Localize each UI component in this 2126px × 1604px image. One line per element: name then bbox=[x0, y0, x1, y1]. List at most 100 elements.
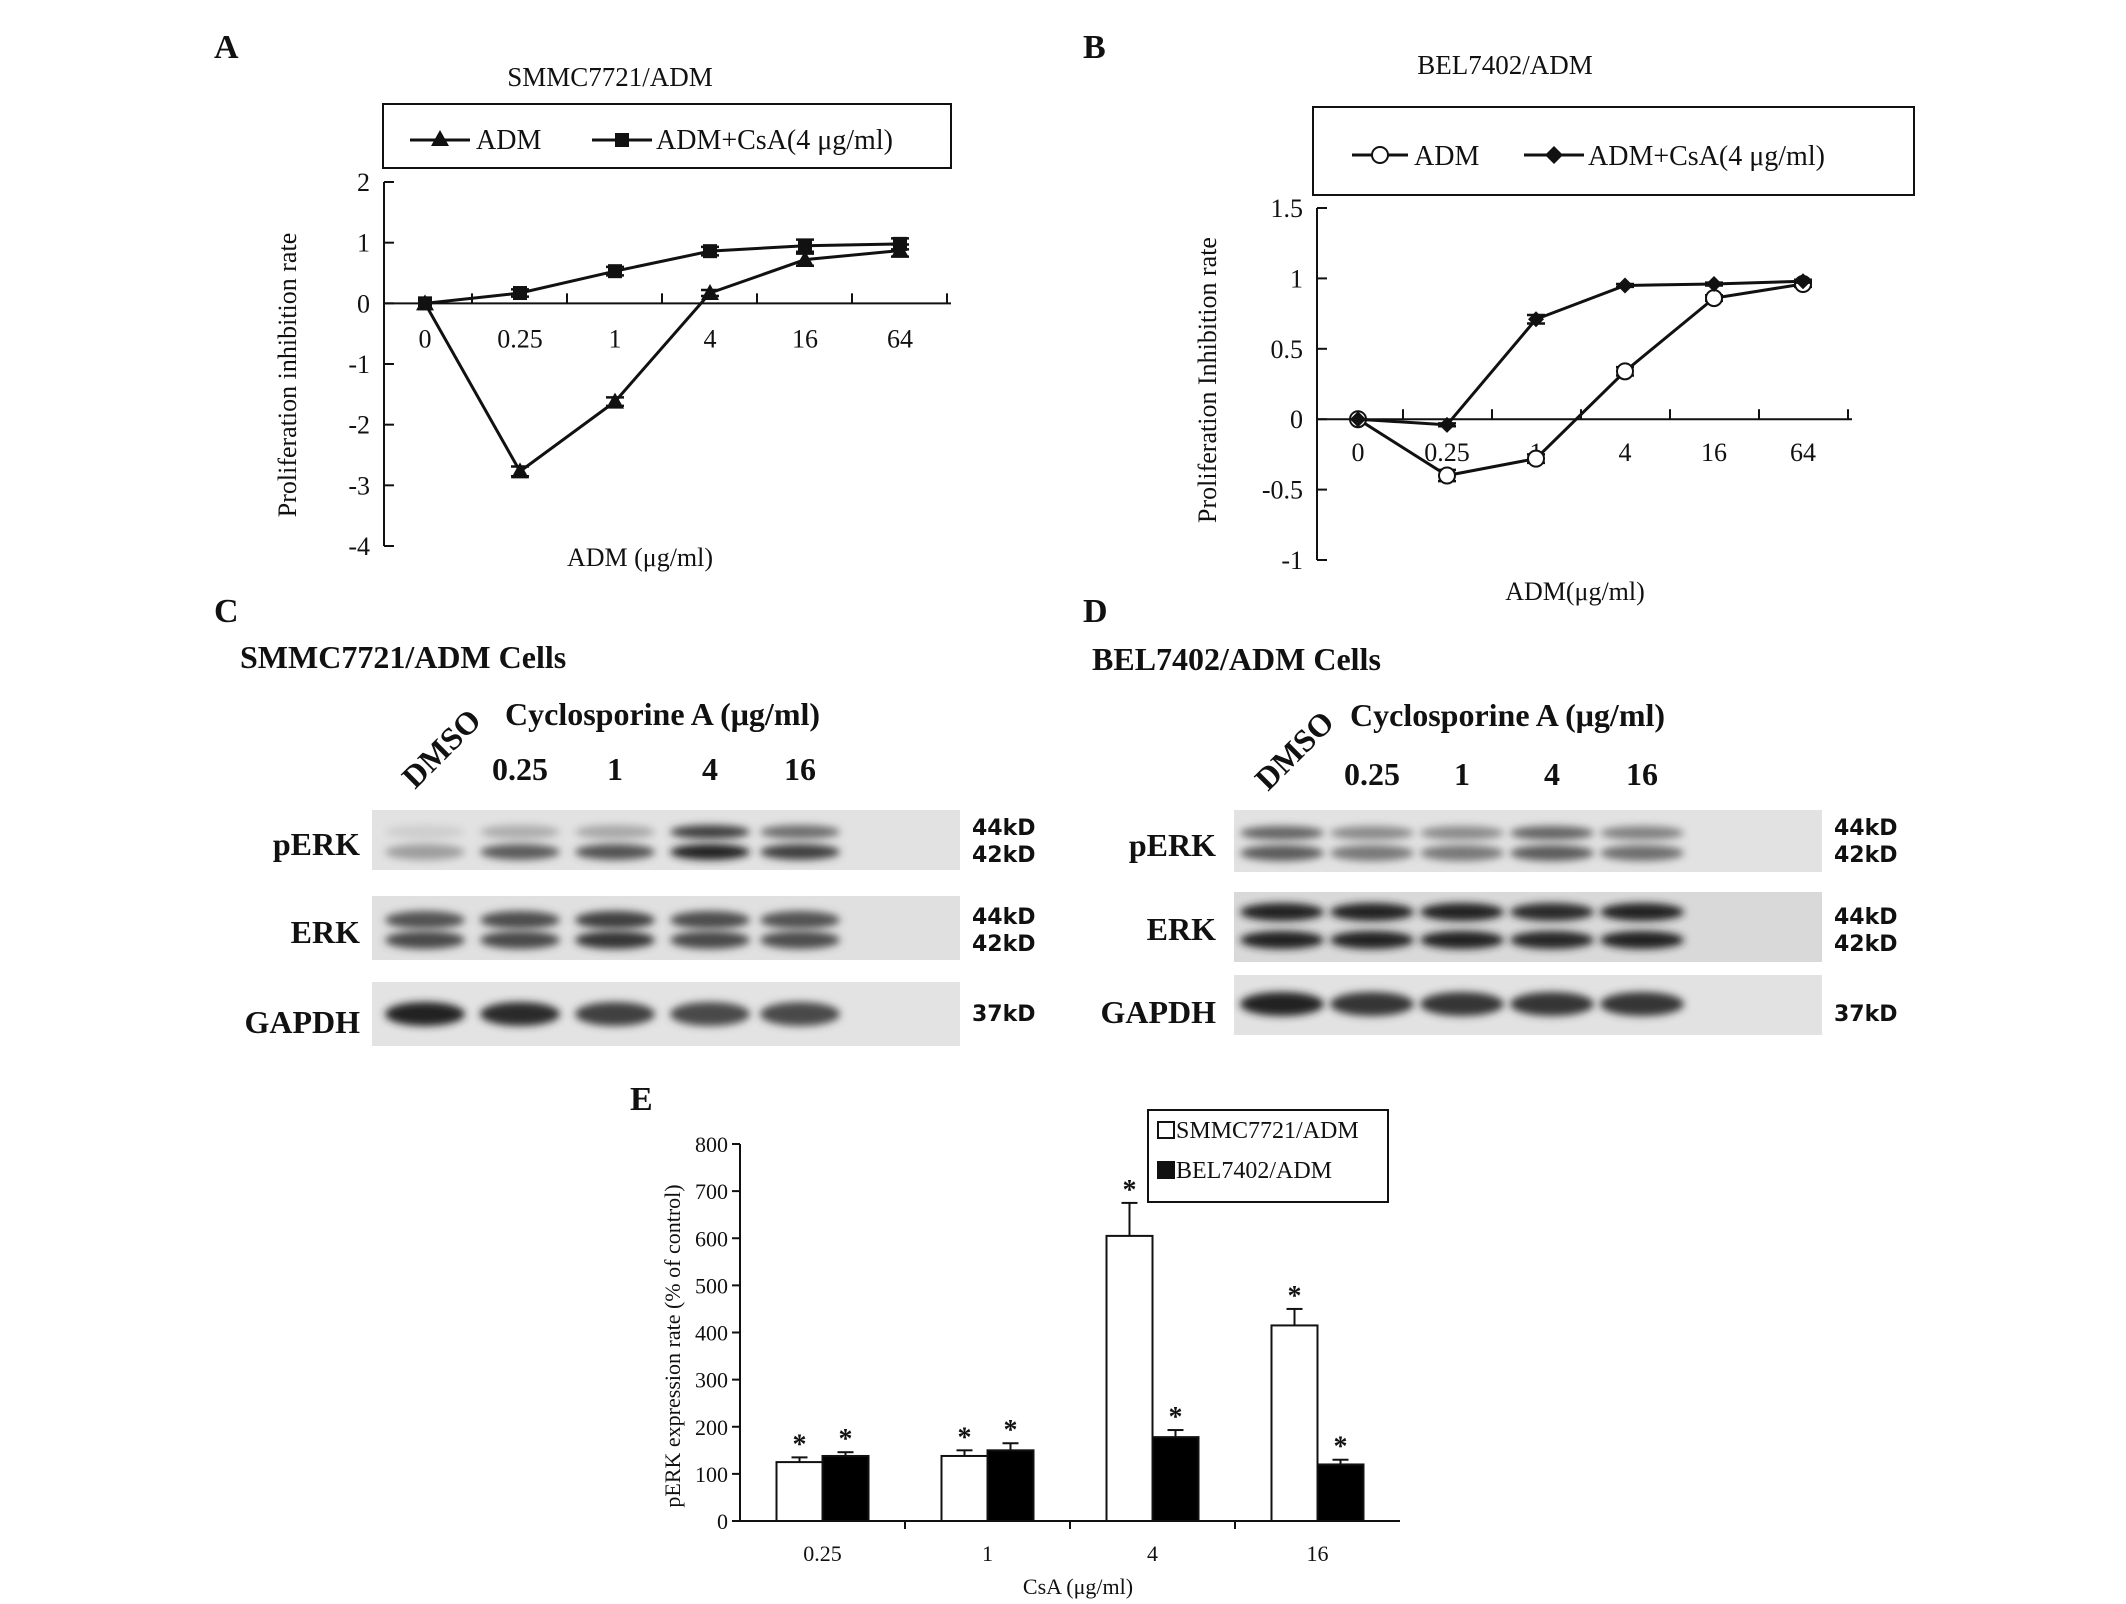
bar-bel7402 bbox=[821, 1454, 870, 1523]
lane-label: 0.25 bbox=[1344, 756, 1400, 792]
blot-band bbox=[1420, 826, 1504, 840]
significance-star: * bbox=[1004, 1415, 1018, 1446]
data-point-diamond bbox=[1706, 276, 1722, 293]
blot-strip bbox=[1234, 810, 1822, 872]
x-tick-label: 16 bbox=[1307, 1541, 1329, 1566]
blot-c-control-lane: DMSO bbox=[394, 702, 487, 795]
blot-strip bbox=[372, 810, 960, 870]
bar-smmc7721 bbox=[775, 1461, 824, 1522]
blot-band bbox=[760, 1002, 840, 1026]
chart-e-legend: SMMC7721/ADM BEL7402/ADM bbox=[1157, 1118, 1359, 1184]
lane-label: 4 bbox=[702, 751, 718, 787]
y-tick-label: -1 bbox=[348, 350, 370, 379]
x-tick-label: 4 bbox=[704, 324, 717, 353]
y-tick-label: 0 bbox=[1290, 405, 1303, 434]
legend-e-label-2: BEL7402/ADM bbox=[1176, 1158, 1332, 1184]
blot-band bbox=[480, 1002, 560, 1026]
data-point-circle bbox=[1616, 362, 1634, 381]
blot-band bbox=[1330, 903, 1414, 921]
lane-label: 4 bbox=[1544, 756, 1560, 792]
data-point-circle bbox=[1438, 466, 1456, 485]
blot-band bbox=[1240, 931, 1324, 949]
data-point-triangle bbox=[796, 250, 814, 267]
legend-a-triangle-marker bbox=[431, 130, 449, 146]
panel-d-blot: D BEL7402/ADM Cells Cyclosporine A (μg/m… bbox=[1083, 593, 1898, 1035]
panel-letter-c: C bbox=[214, 593, 239, 630]
y-tick-label: 600 bbox=[695, 1226, 728, 1251]
x-tick-label: 0 bbox=[419, 324, 432, 353]
blot-band bbox=[480, 844, 560, 860]
lane-label: 16 bbox=[1626, 756, 1658, 792]
significance-star: * bbox=[1169, 1402, 1183, 1433]
panel-a-chart: A SMMC7721/ADM ADM ADM+CsA(4 μg/ml) 2 1 0 -… bbox=[214, 29, 952, 572]
row-label: ERK bbox=[1147, 911, 1216, 947]
y-tick-label: -0.5 bbox=[1262, 476, 1303, 505]
y-tick-label: 0 bbox=[357, 289, 370, 318]
blot-band bbox=[480, 825, 560, 839]
row-label: GAPDH bbox=[1100, 994, 1216, 1030]
legend-e-swatch-1 bbox=[1157, 1121, 1175, 1139]
y-tick-label: 400 bbox=[695, 1321, 728, 1346]
y-tick-label: 800 bbox=[695, 1132, 728, 1157]
blot-band bbox=[760, 931, 840, 949]
blot-band bbox=[1330, 992, 1414, 1016]
blot-band bbox=[1420, 845, 1504, 861]
series-line-1 bbox=[423, 249, 901, 474]
bar-bel7402 bbox=[1316, 1463, 1365, 1522]
chart-b-xlabel: ADM(μg/ml) bbox=[1505, 577, 1645, 606]
panel-e-chart: E SMMC7721/ADM BEL7402/ADM 0 100 200 300 400… bbox=[630, 1081, 1400, 1599]
y-tick-label: 1.5 bbox=[1271, 194, 1304, 223]
significance-star: * bbox=[839, 1424, 853, 1455]
chart-a-legend-box bbox=[382, 103, 952, 169]
bar-bel7402 bbox=[1151, 1436, 1200, 1523]
blot-band bbox=[760, 825, 840, 839]
blot-d-lane-labels: 0.25 1 4 16 bbox=[1344, 756, 1658, 792]
blot-d-title: BEL7402/ADM Cells bbox=[1092, 641, 1381, 677]
chart-b-legend-box bbox=[1312, 106, 1915, 196]
significance-star: * bbox=[1288, 1281, 1302, 1312]
blot-band bbox=[760, 844, 840, 860]
chart-e-legend-box bbox=[1147, 1109, 1389, 1203]
row-label: pERK bbox=[1129, 827, 1216, 863]
x-tick-label: 4 bbox=[1619, 438, 1632, 467]
blot-band bbox=[670, 931, 750, 949]
x-tick-label: 16 bbox=[792, 324, 818, 353]
series-line-1 bbox=[1357, 282, 1804, 478]
chart-a-xlabel: ADM (μg/ml) bbox=[567, 543, 713, 572]
data-point-square bbox=[608, 264, 622, 279]
kd-label: 44kD bbox=[1834, 905, 1898, 930]
panel-letter-e: E bbox=[630, 1081, 653, 1118]
legend-e-swatch-2 bbox=[1157, 1161, 1175, 1179]
blot-band bbox=[670, 825, 750, 839]
x-tick-label: 4 bbox=[1147, 1541, 1158, 1566]
chart-a-ylabel: Proliferation inhibition rate bbox=[273, 233, 302, 518]
chart-a-plot bbox=[416, 236, 909, 479]
blot-band bbox=[1600, 826, 1684, 840]
kd-label: 42kD bbox=[972, 932, 1036, 957]
panel-c-blot: C SMMC7721/ADM Cells Cyclosporine A (μg/… bbox=[214, 593, 1036, 1046]
legend-a-label-2: ADM+CsA(4 μg/ml) bbox=[656, 125, 893, 156]
row-label: GAPDH bbox=[244, 1004, 360, 1040]
lane-label: 16 bbox=[784, 751, 816, 787]
y-tick-label: 1 bbox=[1290, 264, 1303, 293]
blot-band bbox=[670, 911, 750, 929]
significance-star: * bbox=[793, 1429, 807, 1460]
panel-b-chart: B BEL7402/ADM ADM ADM+CsA(4 μg/ml) 1.5 1 0… bbox=[1083, 29, 1915, 606]
kd-label: 42kD bbox=[1834, 843, 1898, 868]
x-tick-label: 1 bbox=[982, 1541, 993, 1566]
chart-e-plot: * * * * * * * * bbox=[775, 1175, 1365, 1523]
blot-band bbox=[1330, 931, 1414, 949]
blot-c-title: SMMC7721/ADM Cells bbox=[240, 639, 566, 675]
blot-strip bbox=[1234, 892, 1822, 962]
kd-label: 44kD bbox=[972, 816, 1036, 841]
blot-strip bbox=[372, 982, 960, 1046]
blot-band bbox=[1420, 903, 1504, 921]
significance-star: * bbox=[1334, 1432, 1348, 1463]
data-point-circle bbox=[1527, 449, 1545, 468]
chart-a-legend: ADM ADM+CsA(4 μg/ml) bbox=[410, 125, 893, 156]
y-tick-label: 1 bbox=[357, 229, 370, 258]
blot-band bbox=[1600, 845, 1684, 861]
